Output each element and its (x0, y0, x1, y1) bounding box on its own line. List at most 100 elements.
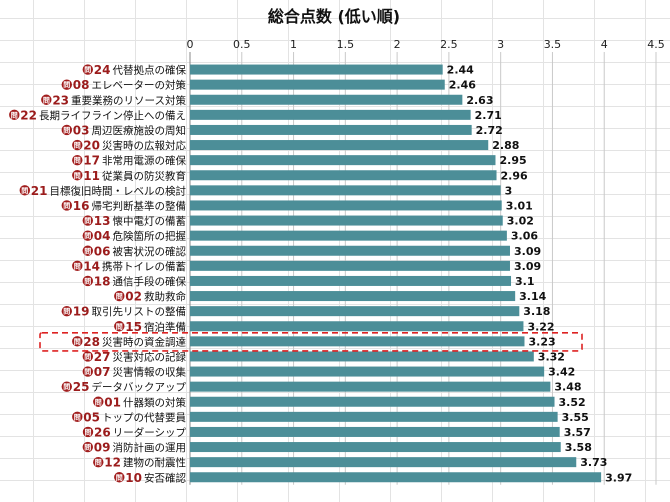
bar (190, 185, 501, 196)
question-number: 22 (20, 108, 37, 122)
question-number: 17 (83, 154, 100, 168)
question-badge-text: 問 (21, 186, 28, 195)
bar-value-label: 3.14 (519, 290, 546, 303)
question-number: 04 (94, 229, 111, 243)
question-badge-icon (82, 230, 93, 241)
bar (190, 245, 510, 256)
question-number: 21 (31, 184, 48, 198)
category-label: 取引先リストの整備 (92, 305, 187, 318)
question-number: 20 (83, 139, 100, 153)
question-badge-text: 問 (63, 80, 70, 89)
category-label: 通信手段の確保 (113, 275, 187, 288)
x-tick-label: 0 (187, 38, 194, 51)
question-badge-text: 問 (74, 261, 81, 270)
question-badge-icon (72, 139, 83, 151)
question-number: 18 (94, 274, 111, 288)
question-number: 11 (83, 169, 100, 183)
question-badge-text: 問 (84, 352, 91, 361)
category-label: 災害時の資金調達 (102, 335, 186, 348)
x-tick-label: 4.5 (647, 38, 665, 51)
bar (190, 230, 507, 241)
question-badge-text: 問 (116, 473, 123, 482)
question-badge-icon (61, 79, 72, 90)
question-number: 27 (94, 350, 111, 364)
category-label: 災害時の広報対応 (102, 139, 186, 152)
question-badge-text: 問 (84, 367, 91, 376)
x-axis-ticks: 0 0.5 1 1.5 2 2.5 3 3.5 4 4.5 (187, 38, 665, 51)
question-badge-icon (41, 94, 52, 105)
x-tick-label: 0.5 (233, 38, 251, 51)
question-badge-icon (82, 64, 93, 75)
question-number: 19 (73, 305, 90, 319)
x-tick-label: 2 (394, 38, 401, 51)
question-badge-icon (82, 275, 93, 287)
question-number: 16 (73, 199, 90, 213)
question-badge-text: 問 (85, 427, 92, 436)
bar-value-label: 2.46 (449, 79, 476, 92)
question-number: 13 (94, 214, 111, 228)
bar-value-label: 2.88 (492, 139, 519, 152)
category-label: 懐中電灯の備蓄 (113, 215, 187, 228)
x-tick-label: 3.5 (544, 38, 562, 51)
question-badge-icon (72, 336, 83, 347)
question-number: 09 (94, 441, 111, 455)
question-number: 02 (125, 290, 142, 304)
question-badge-icon (82, 351, 93, 362)
category-label: 危険箇所の把握 (113, 230, 187, 243)
question-badge-icon (82, 366, 93, 377)
category-label: 非常用電源の確保 (102, 154, 186, 167)
bar-value-label: 2.72 (476, 124, 503, 137)
question-number: 24 (94, 63, 111, 77)
bar-value-label: 3.48 (554, 381, 581, 394)
bar-value-label: 3.09 (514, 245, 541, 258)
bar (190, 381, 551, 392)
question-badge-icon (114, 472, 125, 483)
question-badge-icon (72, 260, 83, 272)
bar (190, 366, 545, 377)
question-badge-icon (114, 321, 125, 332)
bar (190, 336, 525, 347)
bar (190, 260, 510, 271)
bar-value-label: 3.57 (564, 426, 591, 439)
category-label: 目標復旧時間・レベルの検討 (50, 184, 187, 197)
category-label: 消防計画の運用 (113, 441, 187, 454)
question-badge-text: 問 (84, 65, 91, 74)
question-badge-icon (93, 456, 104, 468)
question-number: 01 (104, 395, 121, 409)
bar-value-label: 3.06 (511, 230, 538, 243)
category-label: 什器類の対策 (123, 396, 186, 409)
category-label: 従業員の防災教育 (102, 169, 186, 182)
bar-value-label: 2.63 (466, 94, 493, 107)
bar (190, 291, 516, 302)
category-label: 安否確認 (144, 471, 186, 484)
bar-value-label: 2.95 (499, 154, 526, 167)
bar (190, 124, 472, 135)
question-badge-icon (82, 245, 93, 256)
bar (190, 200, 502, 211)
question-badge-text: 問 (84, 443, 91, 452)
question-number: 05 (83, 410, 100, 424)
x-tick-label: 3 (497, 38, 504, 51)
category-label: トップの代替要員 (102, 411, 186, 424)
bar (190, 442, 561, 453)
question-number: 23 (52, 93, 69, 107)
highlight-box (39, 331, 583, 352)
category-label: 災害情報の収集 (113, 366, 187, 379)
category-label: 建物の耐震性 (123, 456, 186, 469)
question-number: 06 (94, 244, 111, 258)
question-number: 26 (94, 425, 111, 439)
bar (190, 215, 503, 226)
bar-value-label: 3.42 (548, 366, 575, 379)
question-badge-text: 問 (63, 125, 70, 134)
bar-value-label: 3 (505, 184, 513, 197)
question-badge-icon (19, 185, 30, 196)
bar-value-label: 2.44 (447, 64, 474, 77)
question-number: 28 (83, 335, 100, 349)
x-tick-label: 2.5 (440, 38, 458, 51)
bar-value-label: 3.52 (559, 396, 586, 409)
bar-value-label: 3.1 (515, 275, 535, 288)
question-badge-text: 問 (116, 322, 123, 331)
question-badge-text: 問 (74, 337, 81, 346)
bar-value-label: 2.71 (475, 109, 502, 122)
bar (190, 94, 463, 105)
